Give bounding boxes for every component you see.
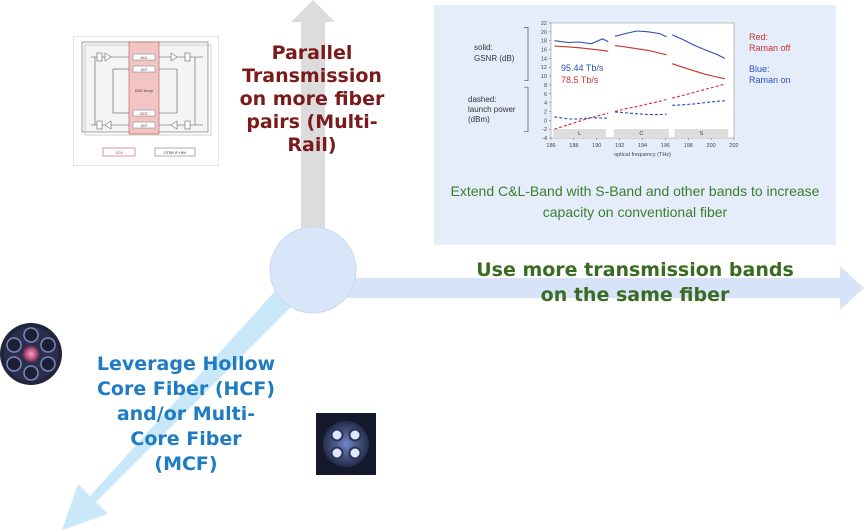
y-tick-label: 20 (541, 30, 547, 36)
solid-annotation: solid: (474, 43, 493, 52)
band-box-S (674, 129, 729, 137)
x-axis-label: optical frequency (THz) (614, 152, 671, 158)
x-tick-label: 192 (615, 143, 624, 149)
schematic-center-label: DGE Array (135, 89, 153, 93)
y-tick-label: 2 (544, 109, 547, 115)
horizontal-arrow (340, 266, 864, 310)
x-tick-label: 202 (729, 143, 738, 149)
legend-red-label: Raman off (749, 43, 791, 53)
schematic-footer-right: OTDR IF+NH (164, 151, 187, 155)
y-tick-label: 18 (541, 39, 547, 45)
multi-rail-label: Parallel Transmission on more fiber pair… (239, 42, 385, 156)
x-tick-label: 200 (707, 143, 716, 149)
x-tick-label: 188 (569, 143, 578, 149)
series-line-1-2 (672, 63, 725, 80)
x-tick-label: 198 (684, 143, 693, 149)
x-tick-label: 190 (592, 143, 601, 149)
y-tick-label: -2 (542, 127, 547, 133)
series-line-3-0 (554, 116, 609, 120)
series-line-0-0 (554, 38, 609, 45)
diagonal-arrow (62, 290, 292, 530)
schematic-box-1: AUL (141, 56, 148, 60)
more-bands-label: Use more transmission bands on the same … (476, 259, 794, 306)
dashed-metric-annotation-1: launch power (468, 105, 516, 114)
band-label-S: S (700, 131, 704, 137)
gsnr-bracket (524, 27, 529, 81)
y-tick-label: 4 (544, 101, 547, 107)
band-extension-panel: 22 20 18 16 14 12 10 8 6 4 2 0 -2 -4 186 188 190 192 194 19… (434, 5, 836, 245)
y-tick-label: 22 (541, 21, 547, 27)
series-line-2-1 (614, 98, 667, 113)
dashed-metric-annotation-2: (dBm) (468, 115, 490, 124)
series-line-0-1 (614, 30, 667, 38)
schematic-box-3: DCE (140, 112, 147, 116)
series-line-0-2 (671, 34, 726, 59)
band-box-L (553, 129, 606, 137)
capacity-raman-off: 78.5 Tb/s (561, 75, 599, 85)
series-line-1-1 (614, 45, 667, 56)
power-bracket (524, 86, 529, 132)
multi-rail-schematic: AUL SCF DGE Array DCE SCF OCV OTDR IF+NH (73, 36, 219, 166)
y-tick-label: 10 (541, 74, 547, 80)
legend-red-title: Red: (749, 32, 769, 42)
schematic-footer-left: OCV (115, 151, 123, 155)
series-line-3-1 (614, 111, 667, 116)
y-tick-label: -4 (542, 136, 547, 142)
hcf-mcf-label: Leverage Hollow Core Fiber (HCF) and/or … (96, 353, 276, 475)
legend-blue-label: Raman on (749, 75, 791, 85)
hollow-core-fiber-icon (0, 323, 62, 385)
series-line-2-2 (672, 83, 725, 99)
multi-core-fiber-icon (316, 413, 376, 475)
panel-caption: Extend C&L-Band with S-Band and other ba… (450, 183, 820, 220)
capacity-raman-on: 95.44 Tb/s (561, 63, 604, 73)
origin-circle (269, 226, 357, 314)
y-tick-label: 14 (541, 56, 547, 62)
series-line-3-2 (672, 100, 725, 106)
band-label-C: C (639, 131, 643, 137)
y-tick-label: 0 (544, 118, 547, 124)
y-tick-label: 16 (541, 48, 547, 54)
solid-metric-annotation: GSNR (dB) (474, 54, 515, 63)
band-label-L: L (578, 131, 581, 137)
series-line-1-0 (554, 45, 609, 52)
y-tick-label: 8 (544, 83, 547, 89)
dashed-annotation: dashed: (468, 95, 497, 104)
x-tick-label: 186 (546, 143, 555, 149)
schematic-box-2: SCF (141, 68, 148, 72)
x-tick-label: 194 (638, 143, 647, 149)
legend-blue-title: Blue: (749, 64, 770, 74)
vertical-arrow (291, 0, 335, 240)
x-tick-label: 196 (661, 143, 670, 149)
y-tick-label: 6 (544, 92, 547, 98)
band-box-C (613, 129, 669, 137)
series-line-2-0 (554, 112, 609, 130)
y-tick-label: 12 (541, 65, 547, 71)
schematic-box-4: SCF (141, 124, 148, 128)
